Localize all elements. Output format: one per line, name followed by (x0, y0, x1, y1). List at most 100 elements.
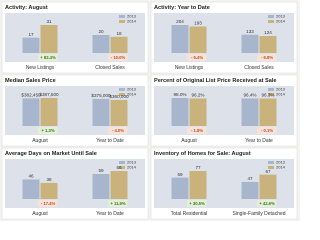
bar (189, 98, 207, 126)
change-box (38, 127, 58, 134)
bar (40, 98, 58, 126)
bar (259, 98, 277, 126)
legend-label: 2013 (127, 87, 137, 92)
legend-swatch (119, 166, 125, 169)
x-tick-label: August (32, 138, 48, 144)
bar (40, 182, 58, 199)
change-label: - 5.4% (191, 55, 203, 60)
value-label: 18 (116, 31, 122, 36)
value-label: 17 (28, 32, 34, 37)
x-tick-label: Closed Sales (244, 65, 274, 71)
value-label: 77 (195, 165, 201, 170)
value-label: 204 (176, 19, 184, 24)
value-label: $375,000 (91, 93, 111, 98)
bar (22, 37, 40, 53)
chart-panel: Inventory of Homes for Sale: August 20132… (150, 147, 298, 220)
bar (110, 99, 128, 126)
x-tick-label: Single-Family Detached (232, 211, 285, 217)
change-label: - 10.0% (111, 55, 126, 60)
value-label: $382,450 (21, 93, 41, 98)
chart-title: Inventory of Homes for Sale: August (154, 151, 251, 157)
bar (171, 98, 189, 126)
bar (259, 174, 277, 199)
legend-swatch (268, 166, 274, 169)
change-box (187, 127, 207, 134)
x-tick-label: New Listings (26, 65, 55, 71)
chart-title: Median Sales Price (5, 78, 56, 84)
change-label: - 17.4% (41, 201, 56, 206)
bar (259, 35, 277, 53)
change-box (187, 200, 207, 207)
value-label: 67 (265, 169, 271, 174)
legend-label: 2014 (276, 92, 286, 97)
change-box (108, 54, 128, 61)
value-label: 133 (246, 29, 254, 34)
bar (22, 179, 40, 199)
change-label: - 1.8% (191, 128, 203, 133)
change-box (187, 54, 207, 61)
legend-swatch (119, 15, 125, 18)
legend-label: 2013 (276, 160, 286, 165)
bar (241, 181, 259, 199)
bar (110, 36, 128, 53)
x-tick-label: Closed Sales (95, 65, 125, 71)
legend-label: 2013 (276, 14, 286, 19)
change-box (257, 127, 277, 134)
legend-label: 2014 (276, 165, 286, 170)
legend-label: 2014 (276, 19, 286, 24)
legend-swatch (268, 20, 274, 23)
value-label: $387,500 (39, 92, 59, 97)
legend-label: 2013 (127, 14, 137, 19)
chart-title: Percent of Original List Price Received … (154, 78, 277, 84)
bar (189, 171, 207, 199)
value-label: 96.3% (261, 93, 274, 98)
change-box (257, 54, 277, 61)
x-tick-label: Year to Date (245, 138, 273, 144)
bar (22, 98, 40, 126)
legend-swatch (119, 161, 125, 164)
legend-label: 2013 (276, 87, 286, 92)
value-label: 98.0% (173, 92, 186, 97)
legend-swatch (119, 93, 125, 96)
change-label: - 6.8% (261, 55, 273, 60)
change-box (257, 200, 277, 207)
change-box (38, 200, 58, 207)
change-box (38, 54, 58, 61)
legend-swatch (119, 20, 125, 23)
legend-swatch (268, 161, 274, 164)
chart-panel: Average Days on Market Until Sale 2013201… (1, 147, 149, 220)
value-label: 96.2% (191, 93, 204, 98)
legend-swatch (268, 15, 274, 18)
value-label: 47 (247, 176, 253, 181)
legend-label: 2013 (127, 160, 137, 165)
bar (92, 34, 110, 53)
bar (110, 171, 128, 199)
bar (171, 25, 189, 53)
x-tick-label: Year to Date (96, 211, 124, 217)
value-label: 20 (98, 29, 104, 34)
value-label: $360,000 (109, 94, 129, 99)
x-tick-label: August (181, 138, 197, 144)
legend-label: 2014 (127, 165, 137, 170)
change-box (108, 200, 128, 207)
change-label: + 30.5% (189, 201, 205, 206)
legend-swatch (268, 88, 274, 91)
change-label: + 82.4% (40, 55, 56, 60)
chart-title: Activity: August (5, 5, 48, 11)
value-label: 38 (46, 177, 52, 182)
value-label: 59 (177, 172, 183, 177)
value-label: 46 (28, 174, 34, 179)
change-label: - 4.0% (112, 128, 124, 133)
value-label: 59 (98, 168, 104, 173)
change-box (108, 127, 128, 134)
bar (40, 25, 58, 53)
bar (92, 173, 110, 199)
bar (241, 34, 259, 53)
change-label: - 0.1% (261, 128, 273, 133)
change-label: + 11.9% (110, 201, 126, 206)
legend-swatch (268, 93, 274, 96)
